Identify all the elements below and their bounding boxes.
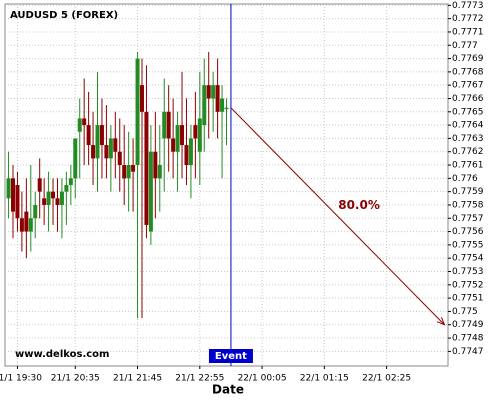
candle-body [73, 138, 78, 179]
y-tick-label: 0.7773 [452, 1, 484, 11]
y-tick-label: 0.7771 [452, 27, 484, 37]
y-tick-label: 0.7756 [452, 227, 484, 237]
event-badge [208, 349, 253, 363]
x-tick-label: 22/1 02:25 [362, 374, 411, 384]
candle-body [19, 218, 24, 232]
event-label: Event [215, 351, 247, 362]
candle-body [188, 138, 193, 166]
candle-body [202, 85, 207, 126]
candle-body [77, 118, 82, 132]
y-tick-label: 0.7755 [452, 240, 484, 250]
y-tick-label: 0.7766 [452, 94, 484, 104]
x-tick-label: 21/1 22:55 [175, 374, 224, 384]
candle-body [148, 151, 153, 232]
y-tick-label: 0.7747 [452, 347, 484, 357]
y-tick-label: 0.7749 [452, 320, 484, 330]
candle-body [211, 85, 216, 99]
candle-body [197, 118, 202, 152]
candle-body [68, 178, 73, 185]
x-tick-label: 21/1 21:45 [113, 374, 162, 384]
candle-body [24, 211, 29, 232]
candle-body [162, 111, 167, 139]
candle-body [193, 125, 198, 139]
candle-body [28, 218, 33, 232]
candle-body [157, 165, 162, 179]
candle-body [95, 125, 100, 159]
candle-body [153, 151, 158, 179]
candle-body [166, 111, 171, 139]
candle-body [171, 138, 176, 152]
candle-body [86, 125, 91, 146]
x-axis-label: Date [212, 383, 244, 397]
x-tick-label: 21/1 20:35 [51, 374, 100, 384]
candle-body [11, 178, 16, 212]
candle-body [175, 125, 180, 152]
candle-body [82, 118, 87, 126]
y-tick-label: 0.7752 [452, 280, 484, 290]
y-tick-label: 0.7761 [452, 161, 484, 171]
candle-body [104, 145, 109, 159]
candle-body [126, 165, 131, 179]
y-tick-label: 0.777 [452, 41, 478, 51]
candle-body [59, 191, 64, 205]
candle-body [46, 191, 51, 205]
candle-body [99, 125, 104, 146]
candle-body [113, 138, 118, 152]
y-tick-label: 0.7757 [452, 214, 484, 224]
forecast-label: 80.0% [338, 198, 380, 212]
y-tick-label: 0.7753 [452, 267, 484, 277]
candle-body [184, 145, 189, 166]
y-tick-label: 0.7748 [452, 334, 484, 344]
y-tick-label: 0.7762 [452, 147, 484, 157]
candle-body [135, 58, 140, 166]
candle-body [15, 185, 20, 219]
candle-body [91, 145, 96, 159]
candle-body [6, 178, 11, 199]
candle-body [37, 178, 42, 192]
y-tick-label: 0.7751 [452, 294, 484, 304]
x-tick-label: 22/1 01:15 [300, 374, 349, 384]
candle-body [220, 98, 225, 112]
candle-body [122, 165, 127, 179]
candle-body [42, 198, 47, 205]
candle-body [139, 85, 144, 112]
candle-body [117, 151, 122, 166]
y-tick-label: 0.7759 [452, 187, 484, 197]
candle-body [131, 165, 136, 172]
arrow-head [436, 317, 446, 326]
y-tick-label: 0.7769 [452, 54, 484, 64]
y-tick-label: 0.775 [452, 307, 478, 317]
y-tick-label: 0.776 [452, 174, 478, 184]
y-tick-label: 0.7764 [452, 121, 484, 131]
y-tick-label: 0.7758 [452, 200, 484, 210]
candle-body [64, 185, 69, 192]
y-tick-label: 0.7765 [452, 107, 484, 117]
candle-body [33, 204, 38, 219]
y-tick-label: 0.7768 [452, 67, 484, 77]
x-tick-label: 21/1 19:30 [0, 374, 42, 384]
candle-body [180, 125, 185, 146]
forecast-arrow [230, 107, 445, 326]
plot-frame [4, 3, 449, 367]
candle-body [206, 85, 211, 99]
candle-body [108, 138, 113, 159]
y-tick-label: 0.7767 [452, 81, 484, 91]
candle-body [144, 111, 149, 225]
x-tick-label: 22/1 00:05 [238, 374, 287, 384]
candle-body [51, 191, 56, 199]
watermark: www.delkos.com [15, 349, 109, 360]
y-tick-label: 0.7754 [452, 254, 484, 264]
y-tick-label: 0.7772 [452, 14, 484, 24]
candle-body [55, 198, 60, 205]
candle-body [215, 85, 220, 112]
y-tick-label: 0.7763 [452, 134, 484, 144]
chart-title: AUDUSD 5 (FOREX) [10, 10, 118, 21]
candle-body [224, 107, 229, 110]
